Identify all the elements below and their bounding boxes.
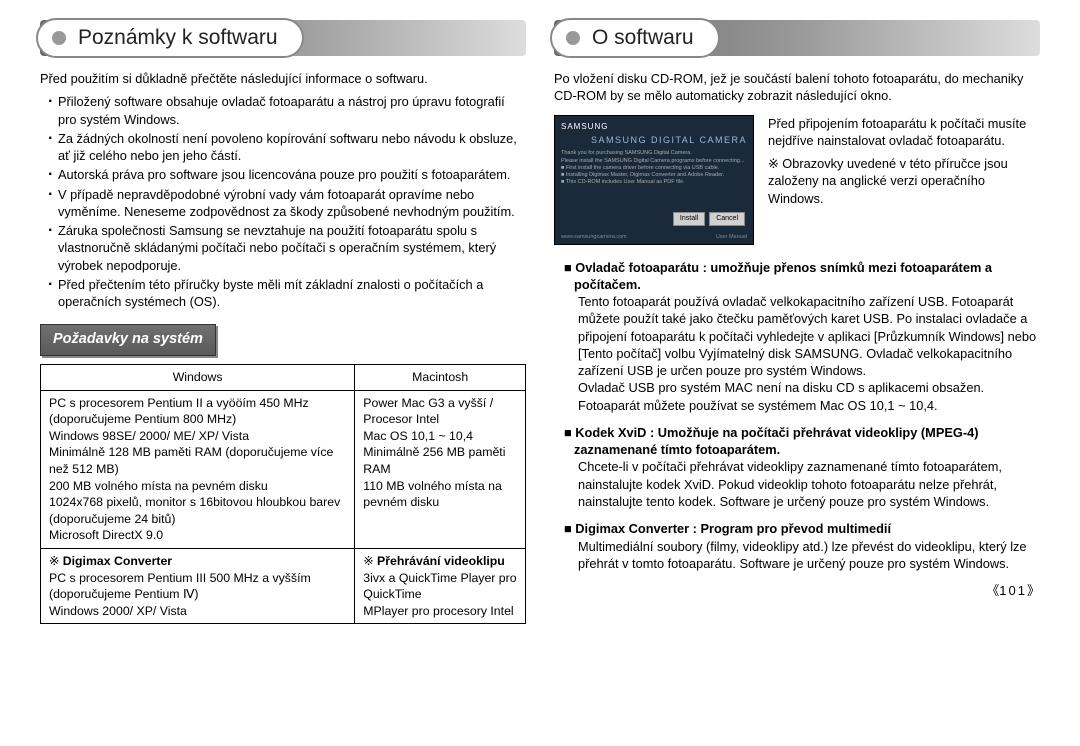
item-head: Digimax Converter : Program pro převod m… [564,520,1040,537]
bullet-item: Přiložený software obsahuje ovladač foto… [48,93,526,128]
right-heading-wrap: O softwaru [554,20,1040,56]
page-number: 101 [554,582,1040,600]
left-bullet-list: Přiložený software obsahuje ovladač foto… [40,93,526,310]
table-row: PC s procesorem Pentium II a vyööím 450 … [41,390,526,548]
bullet-item: Za žádných okolností není povoleno kopír… [48,130,526,165]
install-button[interactable]: Install [673,212,705,225]
installer-screenshot: SAMSUNG SAMSUNG DIGITAL CAMERA Thank you… [554,115,754,245]
col-windows: Windows [41,365,355,391]
installer-brand: SAMSUNG [561,122,747,133]
cell-windows-req: PC s procesorem Pentium II a vyööím 450 … [41,390,355,548]
bullet-item: Autorská práva pro software jsou licenco… [48,166,526,183]
col-macintosh: Macintosh [355,365,526,391]
table-row: Digimax Converter PC s procesorem Pentiu… [41,548,526,623]
item-head: Kodek XviD : Umožňuje na počítači přehrá… [564,424,1040,459]
cell-digimax: Digimax Converter PC s procesorem Pentiu… [41,548,355,623]
item-body: Chcete-li v počítači přehrávat videoklip… [578,458,1040,510]
left-heading: Poznámky k softwaru [36,18,304,58]
left-column: Poznámky k softwaru Před použitím si důk… [40,20,526,624]
cell-mac-req: Power Mac G3 a vyšší / Procesor Intel Ma… [355,390,526,548]
feature-item: Digimax Converter : Program pro převod m… [554,520,1040,572]
installer-notes: Před připojením fotoaparátu k počítači m… [768,115,1040,213]
installer-manual: User Manual [716,234,747,241]
requirements-table: Windows Macintosh PC s procesorem Pentiu… [40,364,526,624]
cell-label: Přehrávání videoklipu [363,553,517,570]
item-body: Tento fotoaparát používá ovladač velkoka… [578,293,1040,414]
installer-url: www.samsungcamera.com [561,234,627,241]
cell-body: 3ivx a QuickTime Player pro QuickTime MP… [363,570,517,620]
right-column: O softwaru Po vložení disku CD-ROM, jež … [554,20,1040,624]
note-1: Před připojením fotoaparátu k počítači m… [768,115,1040,150]
page: Poznámky k softwaru Před použitím si důk… [40,20,1040,624]
right-intro: Po vložení disku CD-ROM, jež je součástí… [554,70,1040,105]
item-head: Ovladač fotoaparátu : umožňuje přenos sn… [564,259,1040,294]
cell-video: Přehrávání videoklipu 3ivx a QuickTime P… [355,548,526,623]
cell-body: PC s procesorem Pentium III 500 MHz a vy… [49,570,346,620]
feature-item: Ovladač fotoaparátu : umožňuje přenos sn… [554,259,1040,414]
left-intro: Před použitím si důkladně přečtěte násle… [40,70,526,87]
installer-footer: www.samsungcamera.com User Manual [561,234,747,241]
installer-buttons: Install Cancel [673,212,745,225]
note-2: Obrazovky uvedené v této příručce jsou z… [768,155,1040,207]
item-body: Multimediální soubory (filmy, videoklipy… [578,538,1040,573]
left-heading-wrap: Poznámky k softwaru [40,20,526,56]
feature-item: Kodek XviD : Umožňuje na počítači přehrá… [554,424,1040,510]
bullet-item: Záruka společnosti Samsung se nevztahuje… [48,222,526,274]
heading-dot-icon [566,31,580,45]
cancel-button[interactable]: Cancel [709,212,745,225]
installer-row: SAMSUNG SAMSUNG DIGITAL CAMERA Thank you… [554,115,1040,245]
heading-dot-icon [52,31,66,45]
table-header-row: Windows Macintosh [41,365,526,391]
installer-body: Thank you for purchasing SAMSUNG Digital… [561,150,747,186]
bullet-item: Před přečtením této příručky byste měli … [48,276,526,311]
requirements-subheader: Požadavky na systém [40,324,216,356]
installer-title: SAMSUNG DIGITAL CAMERA [561,134,747,146]
bullet-item: V případě nepravděpodobné výrobní vady v… [48,186,526,221]
cell-label: Digimax Converter [49,553,346,570]
